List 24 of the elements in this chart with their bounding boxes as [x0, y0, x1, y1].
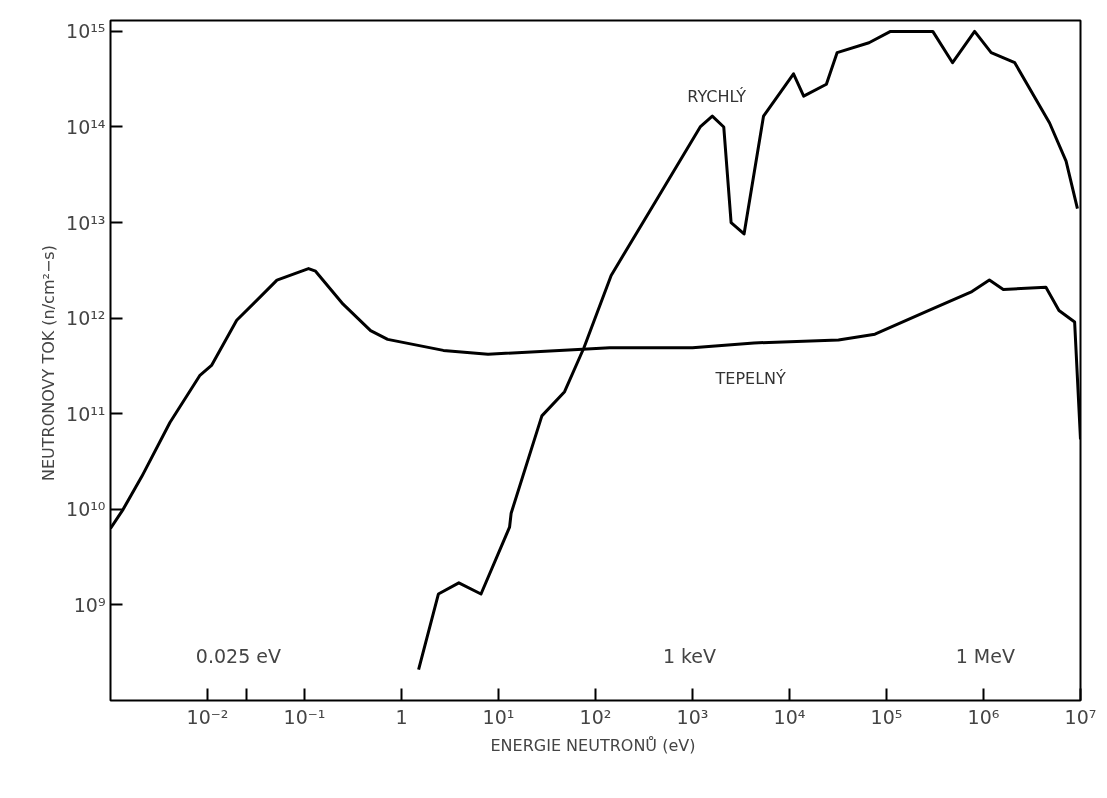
x-tick-label: 10⁴ — [773, 705, 806, 728]
y-tick-label: 10¹² — [66, 307, 106, 330]
y-tick-label: 10¹¹ — [66, 402, 106, 425]
x-tick-label: 10⁶ — [967, 705, 1000, 728]
x-tick-label: 1 — [395, 705, 408, 728]
x-tick-label: 10⁻² — [186, 705, 229, 728]
x-tick-label: 10⁻¹ — [283, 705, 326, 728]
y-tick-label: 10¹³ — [66, 211, 106, 234]
x-tick-label: 10² — [579, 705, 612, 728]
annotation: 0.025 eV — [195, 645, 281, 668]
y-tick-label: 10¹⁴ — [66, 115, 106, 138]
x-tick-label: 10¹ — [482, 705, 515, 728]
series-label: RYCHLÝ — [687, 86, 747, 106]
series-label: TEPELNÝ — [714, 368, 787, 388]
y-tick-label: 10¹⁰ — [66, 498, 106, 521]
x-tick-label: 10³ — [676, 705, 709, 728]
y-tick-label: 10¹⁵ — [66, 20, 106, 43]
x-tick-label: 10⁵ — [870, 705, 903, 728]
x-axis-title: ENERGIE NEUTRONŮ (eV) — [490, 735, 696, 755]
annotation: 1 keV — [662, 645, 717, 668]
y-tick-label: 10⁹ — [73, 593, 106, 616]
x-tick-label: 10⁷ — [1064, 705, 1097, 728]
annotation: 1 MeV — [955, 645, 1015, 668]
y-axis-title: NEUTRONOVY TOK (n/cm²−s) — [39, 245, 59, 481]
